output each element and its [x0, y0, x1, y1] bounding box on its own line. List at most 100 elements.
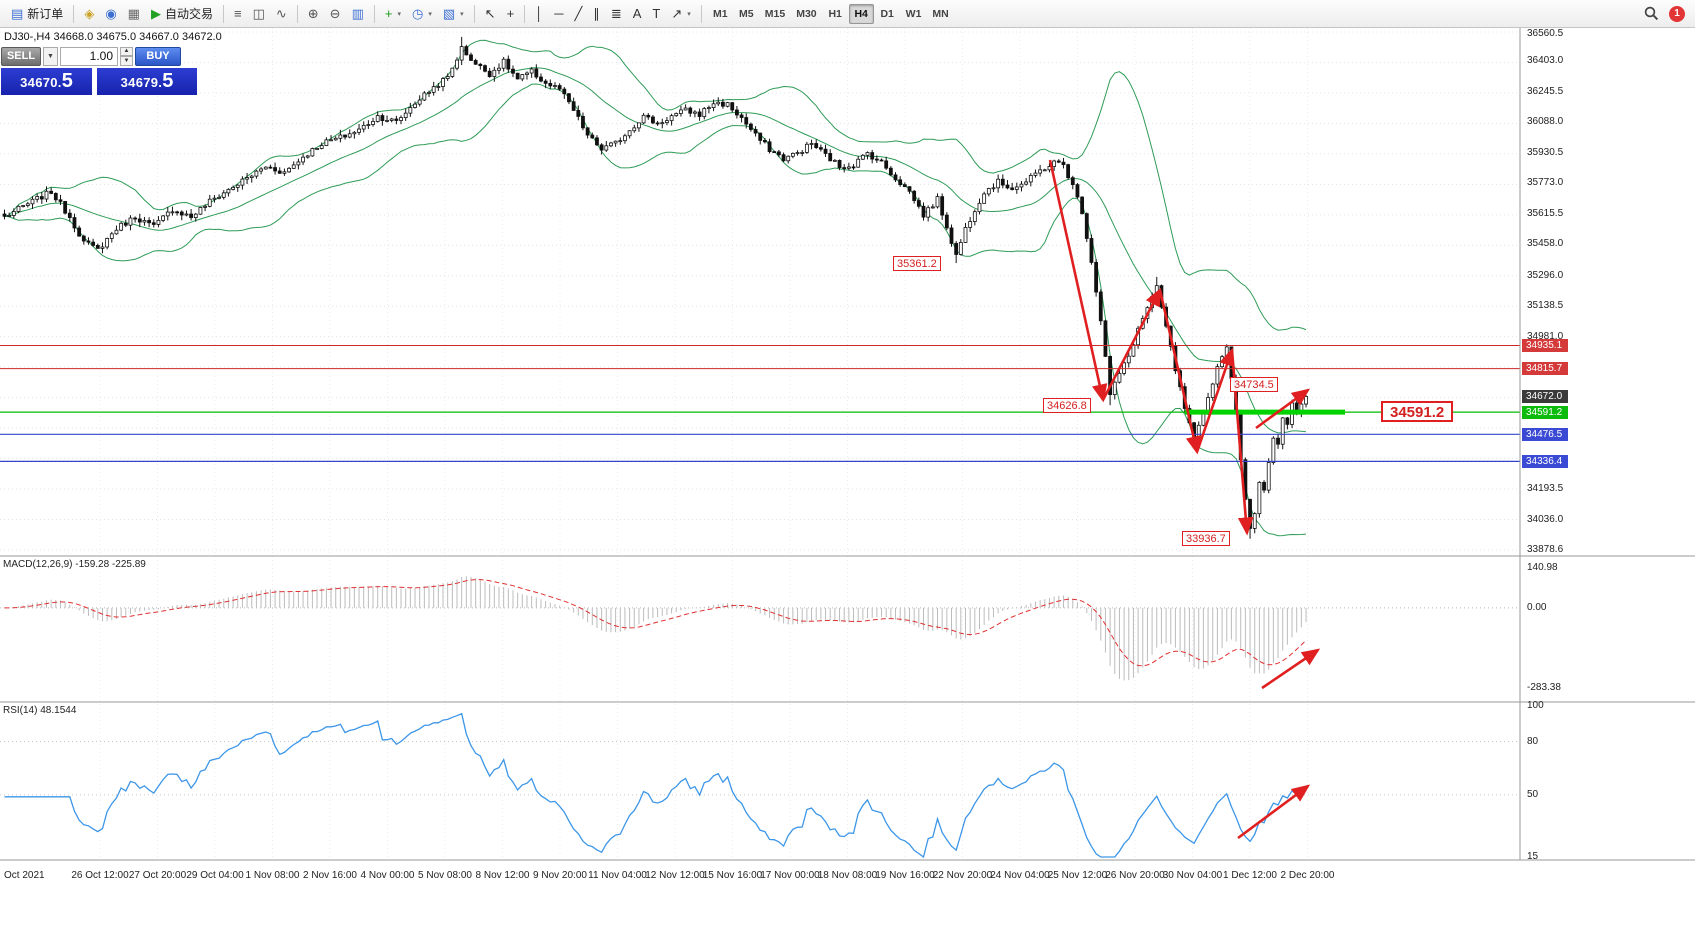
- price-axis-label: 35615.5: [1527, 207, 1564, 219]
- text-icon[interactable]: A: [628, 3, 647, 25]
- toolbar-separator: [700, 4, 702, 23]
- auto-trading-button[interactable]: ▶ 自动交易: [146, 3, 218, 25]
- time-axis-label: 30 Nov 04:00: [1162, 870, 1223, 881]
- timeframe-button-M1[interactable]: M1: [712, 7, 728, 20]
- horizontal-line-icon[interactable]: ─: [549, 3, 568, 25]
- timeframe-button-M5[interactable]: M5: [738, 7, 754, 20]
- candlestick-chart-icon[interactable]: ◫: [248, 3, 270, 25]
- horizontal-line-objects[interactable]: [0, 345, 1520, 463]
- price-big-digits: 5: [162, 70, 174, 92]
- rsi-indicator-label: RSI(14) 48.1544: [3, 705, 77, 716]
- price-annotation-label[interactable]: 35361.2: [893, 256, 941, 271]
- price-axis-label: 34036.0: [1527, 513, 1564, 525]
- time-axis-label: 2 Nov 16:00: [303, 870, 357, 881]
- price-axis-label: 36245.5: [1527, 85, 1564, 97]
- crosshair-icon[interactable]: +: [502, 3, 520, 25]
- buy-button[interactable]: BUY: [135, 46, 181, 66]
- trend-arrows[interactable]: [1048, 159, 1321, 840]
- auto-trading-glyph: ▶: [150, 6, 161, 21]
- templates-icon[interactable]: ▧ ▾: [438, 3, 469, 25]
- volume-up-icon[interactable]: ▲: [120, 46, 133, 56]
- zoom-out-icon[interactable]: ⊖: [325, 3, 346, 25]
- price-annotation-label[interactable]: 34591.2: [1381, 401, 1454, 422]
- search-icon[interactable]: [1644, 6, 1659, 21]
- volume-down-icon[interactable]: ▼: [120, 56, 133, 66]
- time-axis-label: 8 Nov 12:00: [475, 870, 530, 881]
- terminal-icon[interactable]: ▦: [123, 3, 145, 25]
- macd-indicator-label: MACD(12,26,9) -159.28 -225.89: [3, 559, 146, 570]
- cursor-icon[interactable]: ↖: [480, 3, 501, 25]
- price-axis-label: 34981.0: [1527, 330, 1564, 342]
- price-annotation-label[interactable]: 33936.7: [1182, 531, 1230, 546]
- time-axis-label: 1 Nov 08:00: [245, 870, 300, 881]
- new-order-button[interactable]: ▤ 新订单: [6, 3, 68, 25]
- buy-price[interactable]: 34679. 5: [97, 68, 197, 95]
- price-axis-tag: 34815.7: [1522, 362, 1568, 376]
- auto-trading-button-label: 自动交易: [164, 7, 213, 21]
- price-annotation-label[interactable]: 34734.5: [1230, 377, 1278, 392]
- timeframe-button-W1[interactable]: W1: [905, 7, 922, 20]
- navigator-icon-glyph: ◉: [105, 6, 117, 21]
- line-chart-icon[interactable]: ∿: [271, 3, 292, 25]
- timeframe-button-M15[interactable]: M15: [764, 7, 786, 20]
- price-axis-label: 35296.0: [1527, 269, 1564, 281]
- timeframe-button-H4[interactable]: H4: [848, 3, 874, 24]
- time-axis-label: 19 Nov 16:00: [875, 870, 935, 881]
- cursor-icon-glyph: ↖: [484, 6, 496, 21]
- indicators-add-icon[interactable]: + ▾: [380, 3, 406, 25]
- tile-windows-icon[interactable]: ▥: [347, 3, 369, 25]
- toolbar-separator: [373, 4, 375, 23]
- vertical-line-icon[interactable]: │: [530, 3, 548, 25]
- channel-icon[interactable]: ∥: [588, 3, 605, 25]
- fibonacci-icon[interactable]: ≣: [606, 3, 627, 25]
- toolbar-separator: [473, 4, 475, 23]
- sell-price[interactable]: 34670. 5: [1, 68, 92, 95]
- rsi-pane: [0, 712, 1520, 859]
- grid-lines: [0, 28, 1520, 860]
- trendline-icon-glyph: ╱: [574, 6, 583, 21]
- time-axis-label: 24 Nov 04:00: [990, 870, 1050, 881]
- text-icon-glyph: A: [632, 6, 642, 21]
- rsi-axis-label: 50: [1527, 788, 1539, 800]
- macd-pane: [0, 576, 1520, 681]
- arrows-icon[interactable]: ↗ ▾: [666, 3, 695, 25]
- trendline-icon[interactable]: ╱: [570, 3, 588, 25]
- navigator-icon[interactable]: ◉: [100, 3, 121, 25]
- timeframe-button-MN[interactable]: MN: [932, 7, 949, 20]
- volume-stepper[interactable]: ▲ ▼: [120, 46, 133, 66]
- channel-icon-glyph: ∥: [593, 6, 600, 21]
- timeframe-button-H1[interactable]: H1: [828, 7, 842, 20]
- time-axis-label: 22 Nov 20:00: [932, 870, 993, 881]
- time-axis-label: 26 Oct 12:00: [71, 870, 129, 881]
- time-axis-label: 5 Nov 08:00: [418, 870, 472, 881]
- time-axis-label: 2 Dec 20:00: [1280, 870, 1335, 881]
- time-axis-label: 27 Oct 20:00: [128, 870, 187, 881]
- timeframe-button-M30[interactable]: M30: [796, 7, 817, 20]
- price-annotation-label[interactable]: 34626.8: [1043, 398, 1091, 413]
- market-watch-icon[interactable]: ◈: [79, 3, 99, 25]
- periods-icon[interactable]: ◷ ▾: [407, 3, 437, 25]
- time-axis-label: 29 Oct 04:00: [186, 870, 244, 881]
- volume-input[interactable]: 1.00: [60, 46, 118, 66]
- new-order-button-label: 新订单: [27, 7, 64, 21]
- trade-panel-controls: SELL ▼ 1.00 ▲ ▼ BUY: [1, 46, 199, 66]
- macd-axis-label: 0.00: [1527, 601, 1547, 613]
- bar-chart-icon-glyph: ≡: [233, 6, 242, 21]
- price-axis-tag: 34672.0: [1522, 389, 1568, 403]
- sell-button[interactable]: SELL: [1, 46, 41, 66]
- time-axis-label: 15 Nov 16:00: [702, 870, 763, 881]
- label-icon[interactable]: T: [647, 3, 665, 25]
- vertical-line-icon-glyph: │: [535, 6, 544, 21]
- price-axis-label: 35138.5: [1527, 300, 1564, 312]
- volume-dropdown-icon[interactable]: ▼: [43, 46, 58, 66]
- chart-canvas[interactable]: [0, 28, 1695, 947]
- time-axis-label: 18 Nov 08:00: [817, 870, 878, 881]
- horizontal-line-icon-glyph: ─: [554, 6, 564, 21]
- notification-badge[interactable]: 1: [1669, 5, 1685, 22]
- zoom-in-icon-glyph: ⊕: [307, 6, 319, 21]
- terminal-icon-glyph: ▦: [127, 6, 140, 21]
- zoom-in-icon[interactable]: ⊕: [303, 3, 324, 25]
- timeframe-button-D1[interactable]: D1: [880, 7, 894, 20]
- zoom-out-icon-glyph: ⊖: [329, 6, 341, 21]
- bar-chart-icon[interactable]: ≡: [229, 3, 247, 25]
